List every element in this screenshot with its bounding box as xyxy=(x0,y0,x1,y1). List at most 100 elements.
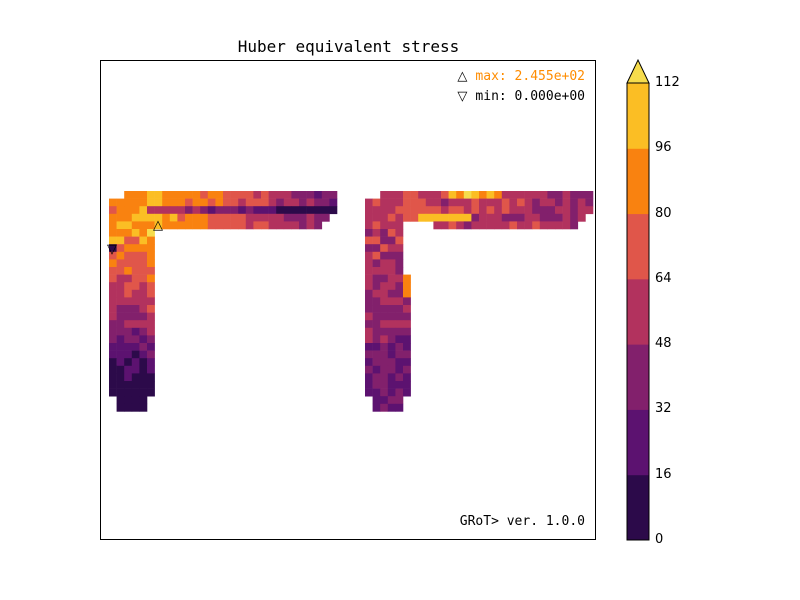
field-cell xyxy=(372,396,381,405)
field-cell xyxy=(532,191,541,199)
field-cell xyxy=(109,335,117,344)
field-cell xyxy=(124,312,133,321)
field-cell xyxy=(230,206,239,215)
field-cell xyxy=(131,198,140,207)
field-cell xyxy=(131,358,140,367)
field-cell xyxy=(380,206,389,215)
field-cell xyxy=(253,213,262,222)
field-cell xyxy=(448,198,457,207)
field-cell xyxy=(387,350,396,359)
field-cell xyxy=(365,327,373,336)
field-cell xyxy=(403,335,411,344)
field-cell xyxy=(380,381,389,389)
field-cell xyxy=(372,327,381,336)
field-cell xyxy=(395,289,404,298)
field-cell xyxy=(539,198,548,207)
field-cell xyxy=(365,381,373,389)
field-cell xyxy=(185,221,193,230)
field-cell xyxy=(380,297,389,306)
field-cell xyxy=(306,213,315,222)
max-marker-icon: △ xyxy=(457,69,468,84)
field-cell xyxy=(169,213,178,222)
field-cell xyxy=(162,206,171,215)
field-cell xyxy=(365,221,373,230)
field-cell xyxy=(321,213,330,222)
field-cell xyxy=(494,206,503,215)
field-cell xyxy=(517,206,525,215)
field-cell xyxy=(147,251,155,260)
field-cell xyxy=(147,244,155,253)
field-cell xyxy=(109,198,117,207)
field-cell xyxy=(410,191,419,199)
field-cell xyxy=(116,236,125,245)
field-cell xyxy=(283,206,292,215)
field-cell xyxy=(116,289,125,298)
field-cell xyxy=(139,343,148,351)
field-cell xyxy=(403,312,411,321)
field-cell xyxy=(124,297,133,306)
field-cell xyxy=(109,388,117,397)
field-cell xyxy=(372,358,381,367)
field-cell xyxy=(124,191,133,199)
field-cell xyxy=(253,191,262,199)
field-cell xyxy=(116,206,125,215)
field-cell xyxy=(441,221,449,230)
field-cell xyxy=(372,312,381,321)
field-cell xyxy=(261,191,269,199)
field-cell xyxy=(441,206,449,215)
field-cell xyxy=(109,365,117,374)
colorbar-tick-label: 80 xyxy=(655,205,672,221)
field-cell xyxy=(365,350,373,359)
field-cell xyxy=(365,206,373,215)
field-cell xyxy=(372,198,381,207)
field-cell xyxy=(261,221,269,230)
field-cell xyxy=(372,373,381,382)
field-cell xyxy=(555,213,563,222)
field-cell xyxy=(395,403,404,412)
field-cell xyxy=(131,305,140,313)
field-cell xyxy=(463,206,472,215)
field-cell xyxy=(283,221,292,230)
field-cell xyxy=(116,305,125,313)
field-cell xyxy=(577,191,586,199)
field-cell xyxy=(425,198,434,207)
field-cell xyxy=(365,335,373,344)
field-cell xyxy=(365,312,373,321)
field-cell xyxy=(479,191,487,199)
field-cell xyxy=(131,320,140,329)
field-cell xyxy=(268,198,277,207)
field-cell xyxy=(380,289,389,298)
field-cell xyxy=(131,282,140,291)
field-cell xyxy=(395,198,404,207)
field-cell xyxy=(562,198,571,207)
field-cell xyxy=(154,206,163,215)
field-cell xyxy=(131,236,140,245)
field-cell xyxy=(471,198,480,207)
field-cell xyxy=(116,259,125,268)
field-cell xyxy=(395,388,404,397)
field-cell xyxy=(116,267,125,275)
field-cell xyxy=(200,206,209,215)
field-cell xyxy=(380,236,389,245)
field-cell xyxy=(131,327,140,336)
field-cell xyxy=(109,289,117,298)
colorbar-band xyxy=(627,474,649,541)
field-cell xyxy=(329,198,338,207)
field-cell xyxy=(124,221,133,230)
field-cell xyxy=(433,213,442,222)
field-cell xyxy=(395,335,404,344)
field-cell xyxy=(299,221,307,230)
field-cell xyxy=(154,221,163,230)
field-cell xyxy=(147,305,155,313)
field-cell xyxy=(147,320,155,329)
field-cell xyxy=(517,221,525,230)
field-cell xyxy=(501,206,510,215)
field-cell xyxy=(109,358,117,367)
field-cell xyxy=(380,388,389,397)
field-cell xyxy=(372,282,381,291)
field-cell xyxy=(215,191,224,199)
field-cell xyxy=(147,236,155,245)
field-cell xyxy=(380,191,389,199)
field-cell xyxy=(524,198,533,207)
legend-max: △ max: 2.455e+02 xyxy=(457,69,585,84)
